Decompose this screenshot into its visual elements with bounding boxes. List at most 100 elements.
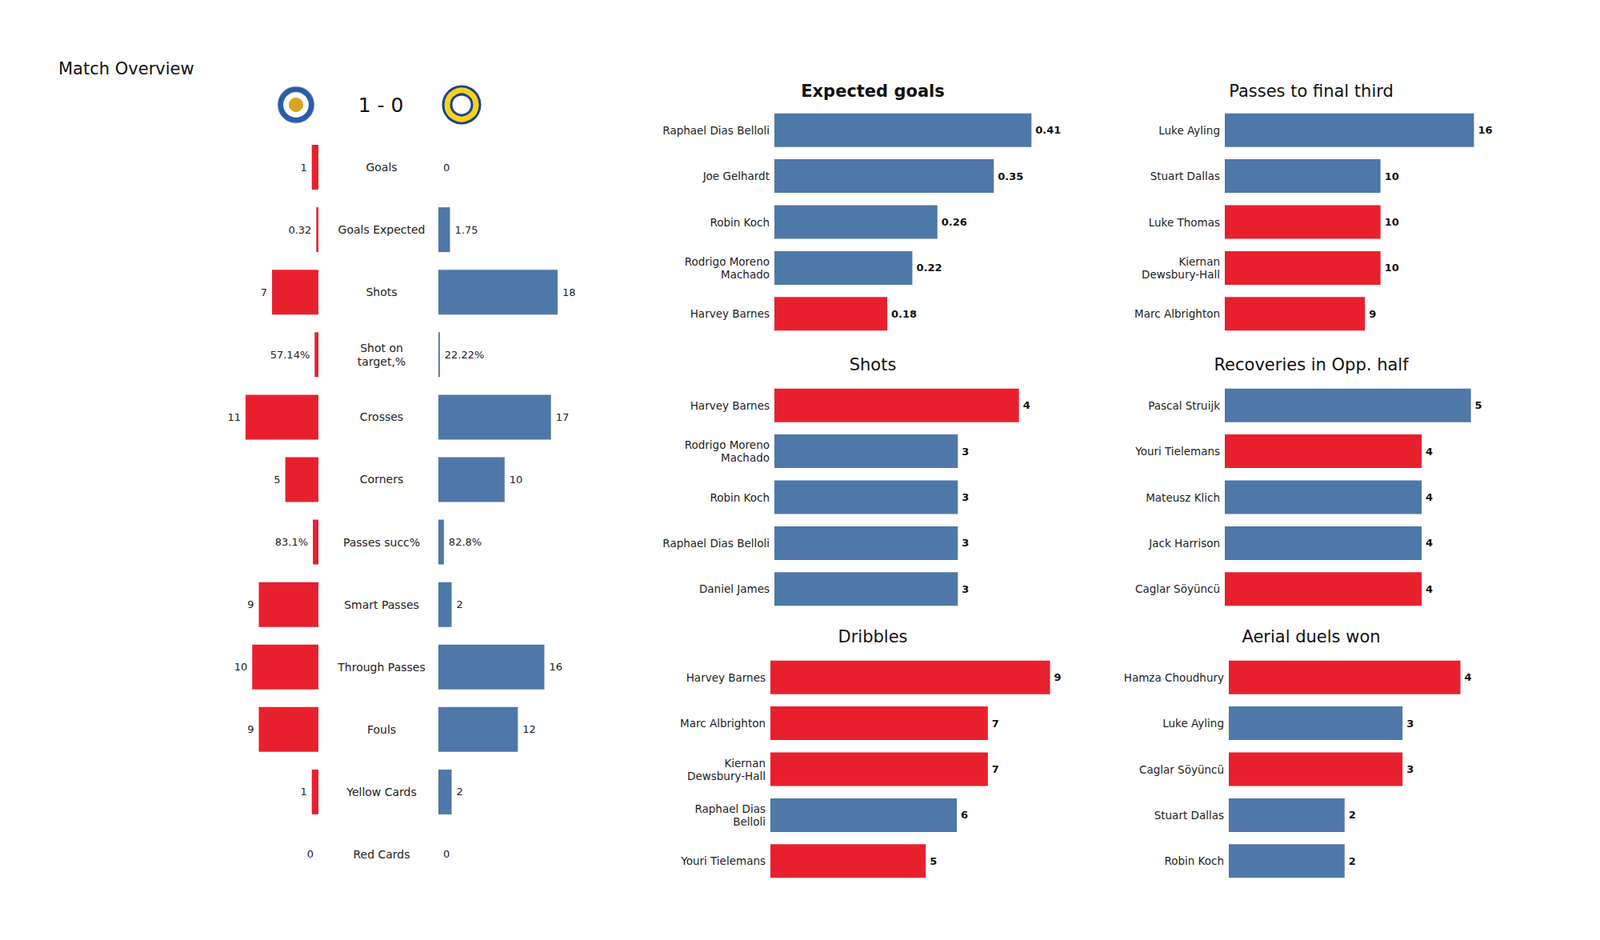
svg-text:Harvey Barnes: Harvey Barnes [690,307,770,320]
svg-text:Jack Harrison: Jack Harrison [1148,536,1220,550]
svg-text:Mateusz Klich: Mateusz Klich [1145,491,1220,504]
svg-text:10: 10 [1384,261,1400,274]
svg-text:4: 4 [1425,491,1433,504]
svg-text:5: 5 [1475,399,1483,412]
svg-text:82.8%: 82.8% [448,536,482,548]
svg-text:0: 0 [307,848,314,860]
svg-text:1: 1 [300,785,307,798]
svg-text:Passes to final third: Passes to final third [1228,81,1394,101]
svg-text:4: 4 [1023,399,1031,412]
svg-text:Goals: Goals [365,160,397,174]
svg-text:16: 16 [548,660,563,673]
svg-text:Machado: Machado [720,268,770,281]
svg-text:10: 10 [1384,216,1400,228]
svg-text:3: 3 [1406,763,1414,776]
svg-text:Kiernan: Kiernan [724,756,766,770]
svg-text:0: 0 [443,848,450,860]
svg-text:4: 4 [1425,583,1433,596]
svg-text:Youri Tielemans: Youri Tielemans [680,854,766,868]
svg-text:9: 9 [1054,671,1062,684]
svg-text:Raphael Dias Belloli: Raphael Dias Belloli [662,124,770,137]
svg-text:Robin Koch: Robin Koch [1164,854,1224,868]
svg-text:Machado: Machado [720,451,770,464]
svg-text:Hamza Choudhury: Hamza Choudhury [1124,671,1224,684]
svg-text:1 - 0: 1 - 0 [358,93,404,117]
svg-text:Belloli: Belloli [732,815,766,828]
svg-text:Rodrigo Moreno: Rodrigo Moreno [684,438,770,452]
svg-text:17: 17 [556,411,570,424]
svg-text:Robin Koch: Robin Koch [709,216,770,229]
svg-text:Raphael Dias Belloli: Raphael Dias Belloli [662,536,770,550]
svg-text:Marc Albrighton: Marc Albrighton [1134,307,1220,320]
svg-text:Dewsbury-Hall: Dewsbury-Hall [687,769,766,783]
svg-text:0.26: 0.26 [941,216,968,228]
svg-text:2: 2 [1348,808,1356,821]
svg-text:Kiernan: Kiernan [1178,255,1220,268]
svg-text:Passes succ%: Passes succ% [343,536,420,549]
svg-text:Marc Albrighton: Marc Albrighton [680,716,766,730]
svg-text:Youri Tielemans: Youri Tielemans [1134,444,1220,458]
svg-text:Match Overview: Match Overview [58,59,195,79]
svg-text:2: 2 [456,598,464,611]
svg-text:7: 7 [992,717,1000,730]
svg-text:16: 16 [1477,124,1492,136]
svg-text:5: 5 [273,473,280,486]
svg-text:Red Cards: Red Cards [352,848,410,861]
svg-text:10: 10 [1384,170,1400,183]
svg-text:Yellow Cards: Yellow Cards [345,785,417,799]
svg-text:7: 7 [992,763,1000,776]
svg-text:10: 10 [234,660,248,673]
svg-text:3: 3 [961,536,969,549]
svg-text:target,%: target,% [357,355,406,368]
svg-text:3: 3 [961,445,969,458]
svg-text:Harvey Barnes: Harvey Barnes [690,399,770,412]
svg-text:Goals Expected: Goals Expected [338,223,426,236]
svg-text:Luke Ayling: Luke Ayling [1158,124,1220,137]
svg-text:Dewsbury-Hall: Dewsbury-Hall [1141,268,1220,281]
svg-text:Shot on: Shot on [360,341,404,355]
svg-text:Caglar Söyüncü: Caglar Söyüncü [1139,763,1224,776]
svg-text:0: 0 [443,161,450,174]
svg-text:3: 3 [961,583,969,596]
svg-text:Fouls: Fouls [367,723,396,736]
svg-text:22.22%: 22.22% [444,348,485,361]
svg-text:Recoveries in Opp. half: Recoveries in Opp. half [1213,355,1409,375]
svg-text:3: 3 [1406,717,1414,730]
svg-text:9: 9 [247,598,254,611]
svg-text:9: 9 [1368,308,1376,320]
svg-text:Shots: Shots [849,355,897,375]
svg-text:10: 10 [509,473,524,486]
svg-text:Luke Ayling: Luke Ayling [1162,716,1224,730]
svg-text:2: 2 [456,785,464,798]
svg-text:4: 4 [1425,445,1433,458]
svg-text:4: 4 [1464,671,1472,684]
svg-text:9: 9 [247,723,254,736]
svg-text:Smart Passes: Smart Passes [344,598,420,612]
svg-text:Dribbles: Dribbles [838,627,908,647]
svg-text:0.32: 0.32 [288,224,312,236]
svg-text:Rodrigo Moreno: Rodrigo Moreno [684,255,770,268]
svg-text:Raphael Dias: Raphael Dias [694,802,766,816]
svg-text:0.18: 0.18 [891,308,917,320]
svg-text:Pascal Struijk: Pascal Struijk [1148,399,1220,412]
svg-text:Shots: Shots [365,285,397,299]
svg-text:0.22: 0.22 [916,261,942,274]
svg-text:3: 3 [961,491,969,504]
svg-text:Joe Gelhardt: Joe Gelhardt [702,169,770,183]
svg-text:2: 2 [1348,855,1356,868]
svg-text:0.35: 0.35 [997,170,1024,183]
svg-text:Daniel James: Daniel James [699,582,770,596]
svg-text:83.1%: 83.1% [275,536,308,548]
svg-text:Caglar Söyüncü: Caglar Söyüncü [1135,582,1220,596]
svg-text:Luke Thomas: Luke Thomas [1148,216,1220,229]
svg-text:Corners: Corners [360,472,404,486]
svg-text:Stuart Dallas: Stuart Dallas [1150,169,1220,183]
svg-text:6: 6 [960,808,968,821]
svg-text:Crosses: Crosses [360,410,404,424]
svg-text:Stuart Dallas: Stuart Dallas [1154,808,1224,822]
svg-text:Through Passes: Through Passes [336,660,425,674]
svg-text:Aerial duels won: Aerial duels won [1241,627,1380,647]
svg-text:57.14%: 57.14% [270,348,311,361]
svg-text:11: 11 [227,411,241,424]
svg-text:18: 18 [562,286,576,299]
